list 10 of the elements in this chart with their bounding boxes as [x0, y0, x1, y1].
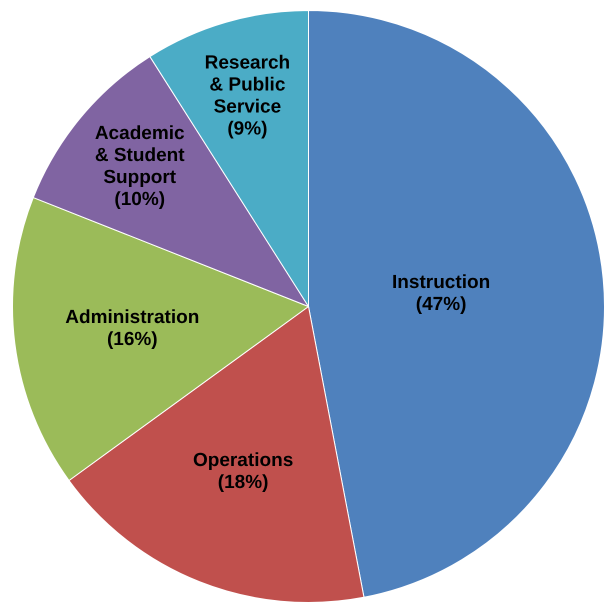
slice-label: Research & Public Service	[204, 52, 290, 118]
data-label: (10%)	[114, 189, 166, 210]
data-label: (47%)	[416, 294, 466, 316]
slice-label: Operations	[192, 450, 294, 471]
data-label: (9%)	[227, 118, 268, 140]
data-label: (16%)	[106, 328, 158, 350]
slice-label: Academic & Student Support	[94, 123, 186, 188]
slice-label: Administration	[65, 306, 200, 328]
data-label: (18%)	[218, 472, 268, 493]
slice-label: Instruction	[392, 272, 490, 294]
